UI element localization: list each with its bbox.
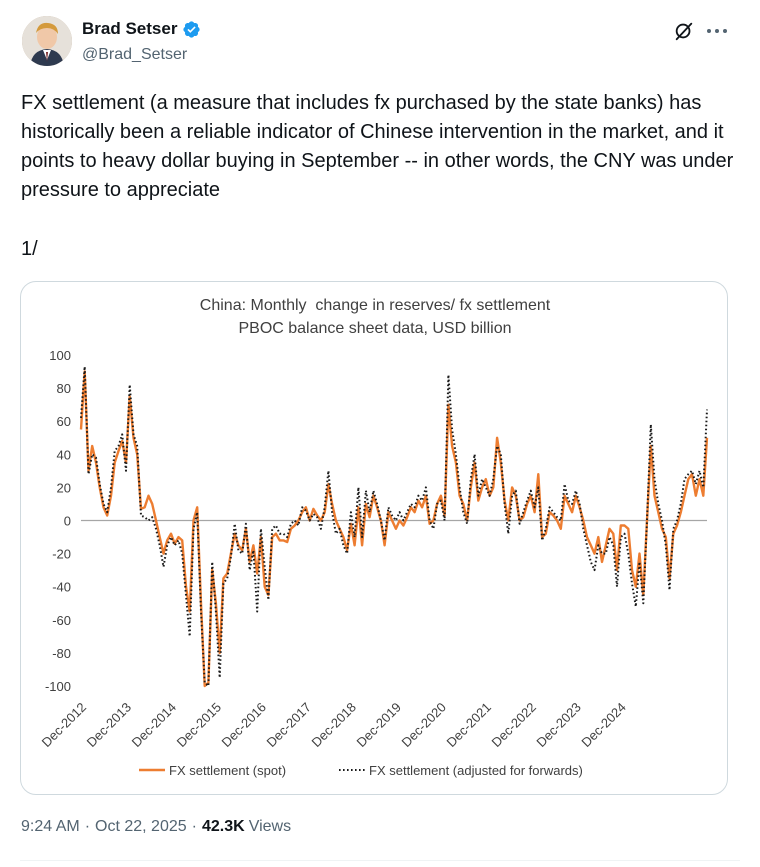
x-tick-label: Dec-2024 xyxy=(578,700,628,750)
chart-subtitle: PBOC balance sheet data, USD billion xyxy=(238,320,511,337)
y-tick-label: 100 xyxy=(49,348,71,363)
legend-label-adjusted: FX settlement (adjusted for forwards) xyxy=(369,763,583,778)
x-tick-label: Dec-2016 xyxy=(219,700,269,750)
y-tick-label: -100 xyxy=(45,679,71,694)
views-label: Views xyxy=(248,818,292,835)
avatar-portrait xyxy=(22,16,72,66)
avatar[interactable] xyxy=(22,16,72,66)
x-tick-label: Dec-2022 xyxy=(488,700,538,750)
views-count: 42.3K xyxy=(201,818,245,835)
x-tick-label: Dec-2019 xyxy=(354,700,404,750)
verified-badge-icon[interactable] xyxy=(182,20,201,39)
tweet-time[interactable]: 9:24 AM xyxy=(21,818,80,835)
author-name-row: Brad Setser xyxy=(82,19,201,39)
series-layer xyxy=(79,365,709,688)
x-tick-label: Dec-2012 xyxy=(39,700,89,750)
legend-label-spot: FX settlement (spot) xyxy=(169,763,286,778)
y-tick-label: -80 xyxy=(52,646,71,661)
more-icon[interactable] xyxy=(704,20,730,42)
x-tick-label: Dec-2023 xyxy=(533,700,583,750)
y-tick-label: -60 xyxy=(52,613,71,628)
x-tick-label: Dec-2021 xyxy=(443,700,493,750)
divider xyxy=(20,860,740,861)
author-handle[interactable]: @Brad_Setser xyxy=(82,46,188,63)
chart: China: Monthly change in reserves/ fx se… xyxy=(39,297,709,778)
legend: FX settlement (spot) FX settlement (adjus… xyxy=(139,763,583,778)
meta-separator: · xyxy=(84,818,91,835)
thread-marker: 1/ xyxy=(21,238,38,260)
y-tick-label: 20 xyxy=(57,480,71,495)
y-tick-label: 40 xyxy=(57,447,71,462)
y-tick-label: -40 xyxy=(52,580,71,595)
chart-title: China: Monthly change in reserves/ fx se… xyxy=(200,297,551,314)
y-tick-label: 80 xyxy=(57,381,71,396)
author-display-name[interactable]: Brad Setser xyxy=(82,19,178,38)
tweet-meta: 9:24 AM · Oct 22, 2025 · 42.3K Views xyxy=(21,818,291,836)
x-tick-label: Dec-2014 xyxy=(129,700,179,750)
y-tick-label: -20 xyxy=(52,547,71,562)
x-tick-label: Dec-2017 xyxy=(264,700,314,750)
y-axis-labels: 100 80 60 40 20 0 -20 -40 -60 -80 -100 xyxy=(45,348,71,694)
grok-icon[interactable] xyxy=(673,20,695,42)
tweet-date[interactable]: Oct 22, 2025 xyxy=(95,818,187,835)
y-tick-label: 60 xyxy=(57,414,71,429)
x-axis-labels: Dec-2012Dec-2013Dec-2014Dec-2015Dec-2016… xyxy=(39,700,629,750)
x-tick-label: Dec-2018 xyxy=(309,700,359,750)
series-line-adjusted xyxy=(80,365,708,687)
x-tick-label: Dec-2020 xyxy=(399,700,449,750)
y-tick-label: 0 xyxy=(64,514,71,529)
meta-separator: · xyxy=(191,818,197,835)
tweet-media-image[interactable]: China: Monthly change in reserves/ fx se… xyxy=(20,281,728,795)
series-line-spot xyxy=(79,370,709,688)
tweet-text: FX settlement (a measure that includes f… xyxy=(21,92,734,201)
x-tick-label: Dec-2015 xyxy=(174,700,224,750)
x-tick-label: Dec-2013 xyxy=(84,700,134,750)
